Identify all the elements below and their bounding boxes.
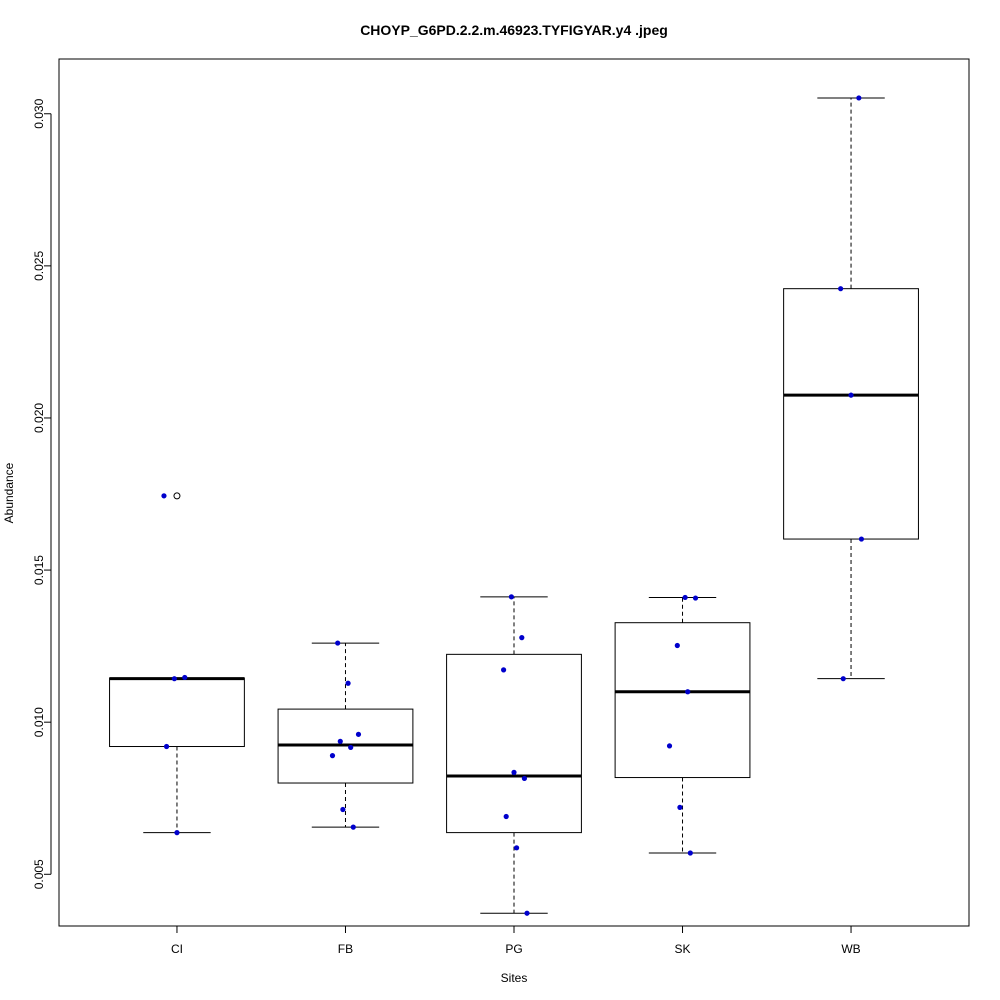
data-point-sk — [682, 594, 688, 601]
data-point-wb — [856, 95, 862, 101]
data-point-fb — [340, 806, 346, 813]
data-point-fb — [345, 680, 351, 686]
data-point-sk — [687, 850, 693, 856]
data-point-fb — [337, 738, 343, 744]
x-tick-label: SK — [675, 942, 691, 956]
y-tick-label: 0.020 — [32, 403, 46, 433]
x-axis-label: Sites — [501, 971, 528, 985]
box-fb — [277, 642, 414, 828]
data-point-ci — [171, 676, 177, 682]
outlier-point — [173, 492, 181, 500]
y-tick-label: 0.010 — [32, 707, 46, 737]
data-point-pg — [519, 635, 525, 641]
x-tick-label: WB — [841, 942, 860, 956]
box-body — [446, 653, 582, 834]
y-axis: 0.005 0.010 0.015 0.020 0.025 0.030 — [32, 98, 52, 889]
data-point-sk — [685, 689, 691, 695]
data-point-fb — [329, 753, 336, 759]
data-point-pg — [511, 769, 517, 775]
x-tick-label: CI — [171, 942, 183, 956]
box-body — [783, 288, 919, 540]
data-point-pg — [503, 813, 509, 820]
data-point-wb — [848, 392, 854, 398]
data-point-wb — [838, 286, 844, 292]
box-sk — [614, 596, 751, 854]
y-axis-label: Abundance — [2, 462, 16, 523]
data-point-sk — [692, 595, 699, 601]
data-point-fb — [348, 744, 354, 751]
data-point-sk — [666, 743, 673, 749]
data-point-pg — [521, 775, 528, 782]
data-point-pg — [501, 667, 507, 673]
box-pg — [446, 596, 582, 914]
chart-title: CHOYP_G6PD.2.2.m.46923.TYFIGYAR.y4 .jpeg — [360, 22, 668, 38]
box-ci — [109, 492, 245, 834]
box-body — [614, 622, 751, 779]
y-tick-label: 0.030 — [32, 98, 46, 128]
data-point-pg — [508, 594, 514, 600]
x-tick-label: FB — [338, 942, 353, 956]
data-point-fb — [335, 640, 341, 646]
y-tick-label: 0.005 — [32, 859, 46, 889]
x-tick-label: PG — [505, 942, 522, 956]
data-point-sk — [677, 804, 683, 810]
boxes — [109, 97, 919, 914]
data-point-pg — [524, 910, 530, 916]
data-point-ci — [163, 743, 170, 750]
box-wb — [783, 97, 919, 680]
box-body — [109, 677, 245, 748]
data-points — [161, 95, 865, 916]
data-point-fb — [350, 824, 356, 830]
data-point-fb — [355, 731, 362, 737]
data-point-ci — [161, 493, 167, 499]
x-axis: CI FB PG SK WB — [171, 925, 861, 956]
data-point-pg — [514, 845, 520, 851]
data-point-ci — [174, 830, 180, 836]
data-point-ci — [182, 674, 188, 681]
data-point-wb — [858, 536, 865, 542]
y-tick-label: 0.025 — [32, 251, 46, 281]
y-tick-label: 0.015 — [32, 555, 46, 585]
data-point-sk — [674, 642, 680, 649]
data-point-wb — [840, 676, 846, 682]
